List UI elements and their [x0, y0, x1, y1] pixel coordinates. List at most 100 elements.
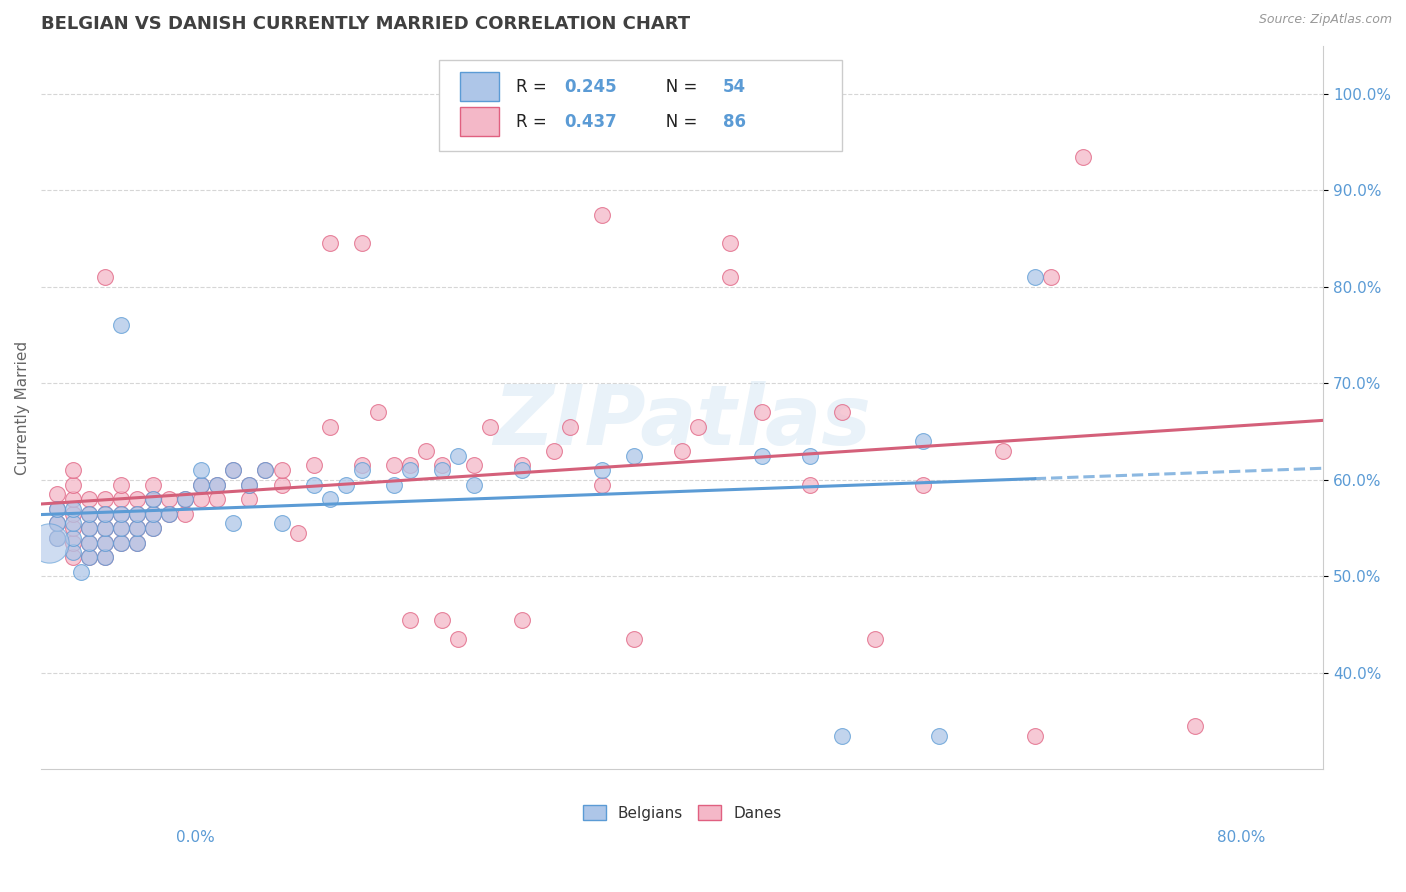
- Point: [1024, 729, 1046, 743]
- Point: [543, 443, 565, 458]
- Point: [110, 535, 132, 549]
- Point: [751, 449, 773, 463]
- Text: BELGIAN VS DANISH CURRENTLY MARRIED CORRELATION CHART: BELGIAN VS DANISH CURRENTLY MARRIED CORR…: [41, 15, 690, 33]
- Point: [335, 477, 357, 491]
- Text: 0.245: 0.245: [564, 78, 617, 96]
- Point: [46, 531, 69, 545]
- Point: [94, 521, 117, 535]
- Point: [270, 463, 292, 477]
- Point: [62, 501, 84, 516]
- Point: [62, 477, 84, 491]
- Point: [38, 535, 60, 549]
- Point: [430, 613, 453, 627]
- Point: [110, 521, 132, 535]
- Point: [591, 207, 613, 221]
- Point: [62, 463, 84, 477]
- Point: [207, 492, 229, 507]
- Point: [190, 492, 212, 507]
- FancyBboxPatch shape: [460, 72, 499, 102]
- Point: [207, 477, 229, 491]
- Point: [174, 492, 197, 507]
- Point: [287, 525, 309, 540]
- Point: [142, 477, 165, 491]
- Point: [510, 458, 533, 473]
- Point: [110, 318, 132, 333]
- Point: [127, 535, 149, 549]
- Point: [62, 521, 84, 535]
- Point: [382, 458, 405, 473]
- Point: [127, 535, 149, 549]
- Point: [77, 535, 100, 549]
- Point: [94, 492, 117, 507]
- Point: [799, 449, 821, 463]
- Point: [318, 492, 340, 507]
- Text: Source: ZipAtlas.com: Source: ZipAtlas.com: [1258, 13, 1392, 27]
- Point: [510, 463, 533, 477]
- Point: [398, 613, 420, 627]
- Point: [270, 477, 292, 491]
- Point: [415, 443, 437, 458]
- Point: [367, 405, 389, 419]
- Text: 0.437: 0.437: [564, 112, 617, 130]
- Point: [127, 492, 149, 507]
- Point: [398, 458, 420, 473]
- Point: [46, 487, 69, 501]
- Point: [318, 419, 340, 434]
- Point: [77, 549, 100, 564]
- Point: [62, 531, 84, 545]
- Point: [447, 449, 470, 463]
- Point: [398, 463, 420, 477]
- Point: [350, 236, 373, 251]
- Point: [46, 516, 69, 531]
- Point: [222, 463, 245, 477]
- Point: [46, 501, 69, 516]
- Point: [110, 507, 132, 521]
- Point: [62, 535, 84, 549]
- Text: R =: R =: [516, 78, 551, 96]
- Point: [94, 549, 117, 564]
- Point: [127, 521, 149, 535]
- Point: [142, 492, 165, 507]
- Point: [62, 545, 84, 559]
- Point: [46, 501, 69, 516]
- Point: [142, 507, 165, 521]
- Point: [463, 458, 485, 473]
- Point: [157, 507, 180, 521]
- Point: [863, 632, 886, 646]
- Point: [174, 507, 197, 521]
- Point: [671, 443, 693, 458]
- Point: [77, 535, 100, 549]
- Point: [831, 405, 853, 419]
- Point: [799, 477, 821, 491]
- Point: [190, 463, 212, 477]
- Point: [174, 492, 197, 507]
- Point: [110, 521, 132, 535]
- Point: [127, 507, 149, 521]
- Point: [350, 458, 373, 473]
- Point: [142, 492, 165, 507]
- Text: 0.0%: 0.0%: [176, 830, 215, 845]
- Text: ZIPatlas: ZIPatlas: [494, 382, 872, 462]
- Point: [77, 549, 100, 564]
- Point: [77, 521, 100, 535]
- Point: [77, 507, 100, 521]
- Point: [46, 531, 69, 545]
- Point: [94, 535, 117, 549]
- Point: [350, 463, 373, 477]
- Point: [110, 477, 132, 491]
- Point: [157, 507, 180, 521]
- Text: R =: R =: [516, 112, 551, 130]
- Point: [991, 443, 1014, 458]
- Text: 54: 54: [723, 78, 747, 96]
- Point: [254, 463, 277, 477]
- Point: [222, 463, 245, 477]
- Point: [77, 492, 100, 507]
- Point: [94, 507, 117, 521]
- Point: [238, 492, 260, 507]
- Point: [1024, 270, 1046, 285]
- Point: [94, 507, 117, 521]
- Point: [911, 477, 934, 491]
- Point: [127, 521, 149, 535]
- Point: [222, 516, 245, 531]
- Point: [77, 507, 100, 521]
